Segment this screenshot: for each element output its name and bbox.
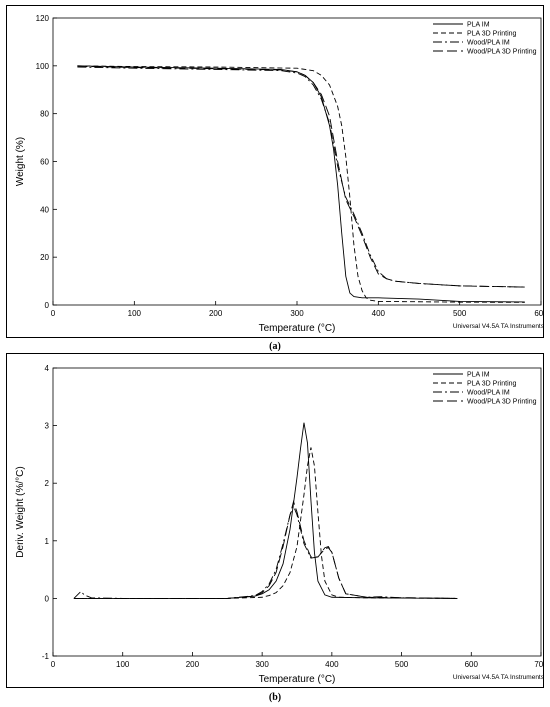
- y-tick-label: 3: [45, 422, 50, 431]
- x-tick-label: 600: [534, 309, 543, 318]
- series-line-1: [73, 422, 458, 599]
- y-tick-label: -1: [42, 652, 50, 661]
- plot-frame: [52, 367, 542, 657]
- y-tick-label: 80: [40, 110, 49, 119]
- legend-label: PLA 3D Printing: [467, 31, 517, 38]
- series-line-4: [77, 65, 525, 288]
- x-tick-label: 200: [186, 660, 200, 669]
- y-axis-label: Weight (%): [15, 137, 26, 186]
- legend-label: Wood/PLA 3D Printing: [467, 49, 537, 56]
- legend-label: PLA IM: [467, 22, 490, 29]
- footer-text: Universal V4.5A TA Instruments: [453, 323, 543, 330]
- legend-label: Wood/PLA IM: [467, 390, 510, 397]
- chart-a-svg: 0 100 200 300 400 500 600 0 20 40 60 80 100 120 Temper…: [15, 14, 548, 334]
- x-tick-label: 300: [290, 309, 304, 318]
- chart-b-svg: 0100200300400500600700-101234Temperature…: [15, 364, 548, 685]
- x-tick-label: 300: [255, 660, 269, 669]
- footer-text: Universal V4.5A TA Instruments: [453, 674, 543, 681]
- legend-label: PLA IM: [467, 372, 490, 379]
- x-tick-label: 200: [209, 309, 223, 318]
- series-line-1: [77, 65, 525, 303]
- caption-a-text: (a): [269, 341, 281, 352]
- x-tick-label: 600: [465, 660, 479, 669]
- x-tick-label: 100: [116, 660, 130, 669]
- x-tick-label: 700: [534, 660, 543, 669]
- y-axis-label: Deriv. Weight (%/°C): [15, 466, 26, 557]
- y-tick-label: 0: [45, 301, 50, 310]
- caption-b: (b): [0, 692, 550, 703]
- y-tick-label: 60: [40, 158, 49, 167]
- series-line-2: [77, 65, 525, 303]
- caption-b-text: (b): [268, 692, 282, 703]
- y-tick-label: 120: [36, 14, 50, 23]
- x-axis-label: Temperature (°C): [259, 674, 336, 685]
- plot-frame: [52, 17, 542, 306]
- y-tick-label: 100: [36, 62, 50, 71]
- legend-label: PLA 3D Printing: [467, 381, 517, 388]
- y-tick-label: 2: [45, 479, 50, 488]
- x-axis-label: Temperature (°C): [259, 323, 336, 334]
- series-line-3: [73, 505, 458, 599]
- x-tick-label: 100: [128, 309, 142, 318]
- y-tick-label: 4: [45, 364, 50, 373]
- y-tick-label: 40: [40, 205, 49, 214]
- series-line-3: [77, 66, 525, 288]
- x-tick-label: 0: [51, 309, 56, 318]
- caption-a: (a): [0, 341, 550, 352]
- series-line-2: [73, 447, 458, 599]
- y-tick-label: 1: [45, 537, 50, 546]
- legend-label: Wood/PLA IM: [467, 40, 510, 47]
- panel-a: 0 100 200 300 400 500 600 0 20 40 60 80 100 120 Temper…: [6, 5, 548, 338]
- legend-label: Wood/PLA 3D Printing: [467, 399, 537, 406]
- y-tick-label: 20: [40, 253, 49, 262]
- x-tick-label: 400: [372, 309, 386, 318]
- series-line-4: [73, 500, 458, 599]
- x-tick-label: 0: [51, 660, 56, 669]
- panel-b: 0100200300400500600700-101234Temperature…: [6, 353, 548, 688]
- x-tick-label: 400: [325, 660, 339, 669]
- x-tick-label: 500: [395, 660, 409, 669]
- x-tick-label: 500: [453, 309, 467, 318]
- y-tick-label: 0: [45, 594, 50, 603]
